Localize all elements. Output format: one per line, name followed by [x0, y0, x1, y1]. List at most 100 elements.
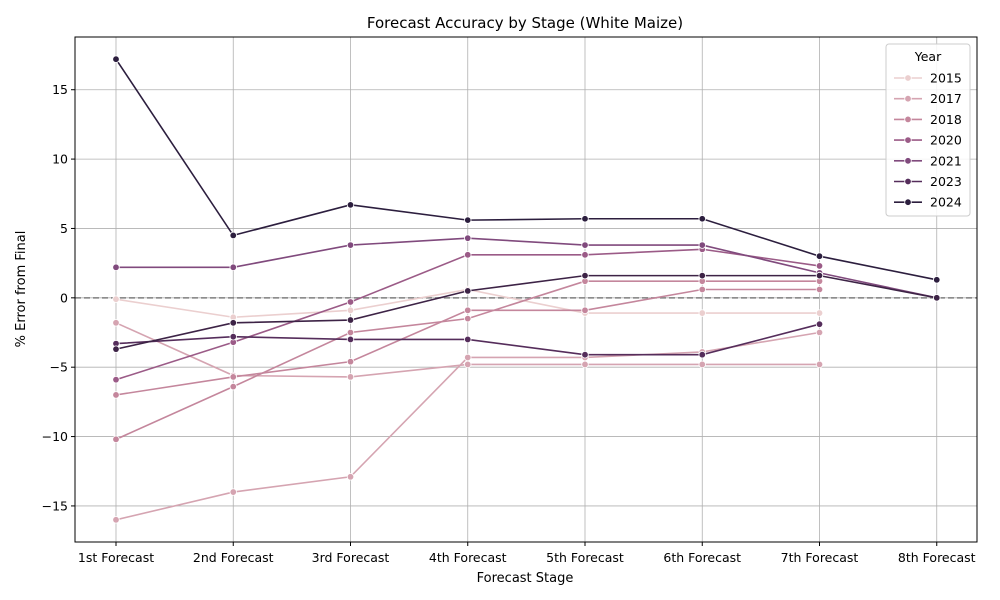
data-point — [229, 319, 237, 327]
legend-item: 2017 — [894, 91, 962, 106]
legend-item: 2020 — [894, 133, 962, 148]
legend-label: 2017 — [930, 91, 962, 106]
data-point — [581, 271, 589, 280]
data-point — [464, 234, 472, 242]
data-point — [815, 328, 824, 337]
data-point — [581, 360, 589, 369]
y-axis-ticks: −15 −10 −5 0 5 10 15 — [42, 82, 75, 513]
series-line — [116, 237, 937, 299]
data-point — [229, 263, 237, 272]
x-tick-label: 5th Forecast — [546, 550, 624, 565]
legend-marker — [904, 157, 912, 165]
data-point — [346, 335, 355, 344]
data-point — [464, 353, 472, 362]
legend-marker — [904, 115, 912, 124]
data-point — [229, 332, 237, 341]
data-point — [581, 251, 589, 259]
data-point — [346, 306, 355, 315]
data-point — [229, 231, 237, 240]
data-point — [815, 285, 824, 294]
legend: Year 2015 2017 2018 2020 2021 2023 2024 — [885, 43, 971, 217]
x-axis-label: Forecast Stage — [477, 571, 574, 586]
legend-item: 2015 — [894, 71, 962, 86]
data-point — [229, 488, 237, 496]
series-layer — [112, 55, 941, 524]
legend-item: 2023 — [894, 174, 962, 189]
data-point — [581, 306, 589, 315]
series-2023 — [112, 271, 941, 353]
y-tick-label: −10 — [42, 429, 68, 444]
data-point — [346, 201, 355, 209]
data-point — [112, 375, 120, 384]
data-point — [815, 320, 824, 328]
legend-marker — [904, 136, 912, 144]
data-point — [815, 360, 824, 369]
x-tick-label: 3rd Forecast — [312, 550, 390, 565]
data-point — [698, 351, 706, 359]
chart-title: Forecast Accuracy by Stage (White Maize) — [367, 14, 683, 32]
data-point — [698, 285, 706, 294]
data-point — [112, 55, 120, 63]
x-tick-label: 1st Forecast — [78, 550, 154, 565]
data-point — [464, 251, 472, 259]
data-point — [229, 382, 237, 391]
data-point — [815, 309, 824, 317]
data-point — [346, 328, 355, 337]
grid — [75, 37, 977, 542]
data-point — [112, 345, 120, 353]
x-tick-label: 2nd Forecast — [193, 550, 274, 565]
legend-label: 2023 — [930, 174, 962, 189]
data-point — [581, 351, 589, 359]
data-point — [346, 373, 355, 381]
data-point — [698, 271, 706, 280]
legend-item: 2021 — [894, 153, 962, 168]
series-2024 — [112, 55, 941, 284]
data-point — [698, 309, 706, 317]
data-point — [464, 216, 472, 224]
legend-label: 2020 — [930, 133, 962, 148]
x-tick-label: 8th Forecast — [898, 550, 976, 565]
data-point — [464, 306, 472, 315]
data-point — [464, 360, 472, 369]
data-point — [112, 319, 120, 327]
series-line — [115, 58, 937, 281]
series-2018 — [112, 285, 824, 399]
data-point — [464, 287, 472, 295]
y-tick-label: 15 — [52, 82, 68, 97]
series-line — [115, 274, 937, 350]
data-point — [112, 295, 120, 303]
data-point — [112, 263, 120, 272]
legend-marker — [904, 177, 912, 186]
y-tick-label: 5 — [60, 221, 68, 236]
data-point — [581, 241, 589, 249]
data-point — [112, 516, 120, 524]
data-point — [346, 241, 355, 249]
series-2023 — [112, 320, 824, 359]
data-point — [112, 435, 120, 444]
legend-label: 2015 — [930, 71, 962, 86]
legend-title: Year — [914, 49, 942, 64]
plot-frame — [74, 36, 978, 543]
y-tick-label: −5 — [50, 360, 68, 375]
data-point — [229, 373, 237, 381]
data-point — [698, 241, 706, 249]
data-point — [346, 316, 355, 324]
series-2021 — [112, 234, 941, 302]
data-point — [815, 252, 824, 260]
legend-label: 2024 — [930, 195, 962, 210]
data-point — [698, 215, 706, 223]
x-axis-ticks: 1st Forecast 2nd Forecast 3rd Forecast 4th … — [78, 542, 976, 565]
data-point — [346, 357, 355, 366]
legend-label: 2021 — [930, 153, 962, 168]
data-point — [815, 262, 824, 270]
legend-box — [885, 43, 971, 217]
legend-item: 2018 — [894, 112, 962, 127]
data-point — [581, 215, 589, 223]
legend-marker — [904, 74, 912, 82]
legend-marker — [904, 94, 912, 103]
data-point — [815, 271, 824, 280]
data-point — [464, 314, 472, 323]
data-point — [698, 360, 706, 369]
y-tick-label: 10 — [52, 152, 68, 167]
